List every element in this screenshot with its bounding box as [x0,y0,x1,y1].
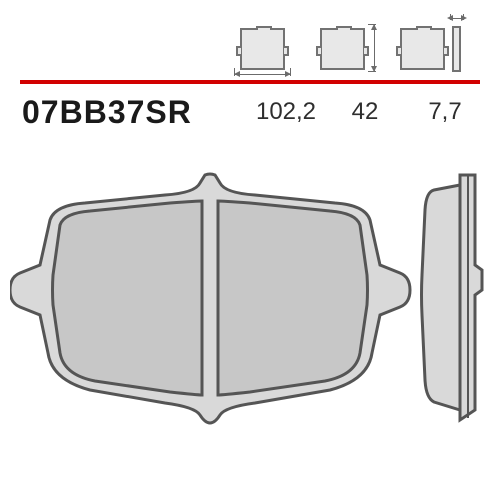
side-view [422,175,483,420]
thickness-dimension-icon [400,28,445,70]
front-view [10,174,410,423]
dimension-icons-row [150,10,470,70]
height-dimension-icon [320,28,365,70]
side-friction-material [422,185,461,410]
separator-line [20,80,480,84]
width-dimension-icon [240,28,285,70]
part-number: 07BB37SR [22,94,192,131]
side-backplate [460,175,482,420]
brake-pad-diagram [10,150,490,490]
height-value: 42 [340,98,390,126]
spec-row: 07BB37SR 102,2 42 7,7 [22,92,478,132]
thickness-value: 7,7 [420,98,470,126]
friction-pad-right [218,201,368,395]
thickness-sideview-icon [452,26,461,72]
friction-pad-left [53,201,203,395]
width-value: 102,2 [250,98,322,126]
